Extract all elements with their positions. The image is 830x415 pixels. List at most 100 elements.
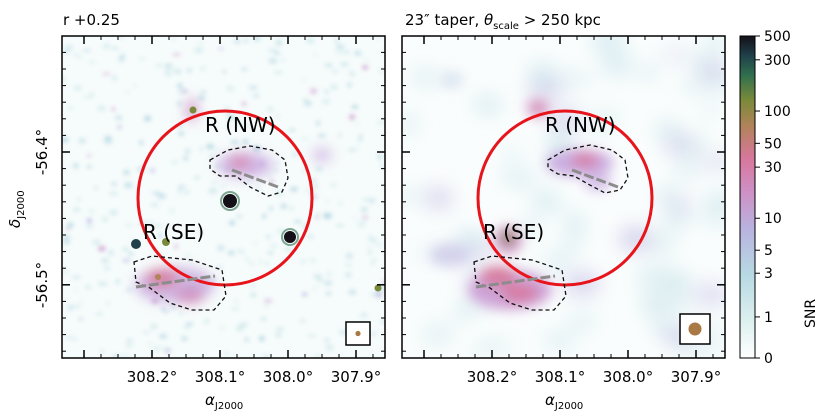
right-x-axis-label: αJ2000 <box>545 391 583 412</box>
noise-speckle <box>111 182 117 186</box>
noise-patch <box>561 73 590 84</box>
noise-speckle <box>376 120 385 124</box>
noise-speckle <box>299 319 306 323</box>
noise-speckle <box>184 324 191 329</box>
noise-speckle <box>250 284 255 288</box>
noise-speckle <box>366 250 374 255</box>
right-beam-icon <box>688 322 702 336</box>
noise-speckle <box>147 342 153 345</box>
noise-speckle <box>73 208 80 212</box>
noise-speckle <box>345 253 354 259</box>
noise-speckle <box>245 256 249 263</box>
noise-speckle <box>302 78 307 82</box>
noise-patch <box>704 205 725 226</box>
noise-patch <box>662 271 691 293</box>
noise-speckle <box>122 247 130 252</box>
noise-speckle <box>360 207 367 212</box>
noise-speckle <box>307 334 316 338</box>
noise-speckle <box>104 282 108 286</box>
noise-speckle <box>274 70 283 75</box>
noise-speckle <box>104 139 113 145</box>
noise-speckle <box>86 223 93 229</box>
noise-speckle <box>179 89 189 93</box>
noise-speckle <box>67 106 74 110</box>
noise-speckle <box>178 90 183 95</box>
noise-speckle <box>101 258 109 263</box>
noise-speckle <box>115 115 122 120</box>
noise-speckle <box>102 43 111 50</box>
right-diffuse-emission <box>430 71 614 310</box>
noise-speckle <box>117 124 122 130</box>
noise-speckle <box>229 220 236 226</box>
noise-patch <box>601 54 633 76</box>
noise-speckle <box>83 95 93 99</box>
noise-patch <box>528 61 557 86</box>
noise-speckle <box>89 209 94 214</box>
noise-speckle <box>174 244 178 249</box>
noise-speckle <box>126 339 133 342</box>
noise-speckle <box>266 107 274 112</box>
noise-patch <box>454 230 482 250</box>
y-axis-label: δJ2000 <box>6 190 27 228</box>
noise-speckle <box>331 69 339 74</box>
noise-speckle <box>259 335 265 342</box>
left-radio-map: R (NW) R (SE) <box>62 36 385 358</box>
noise-speckle <box>275 51 280 55</box>
noise-speckle <box>62 270 69 274</box>
noise-speckle <box>275 327 285 331</box>
noise-speckle <box>335 49 345 55</box>
noise-speckle <box>253 241 257 245</box>
noise-speckle <box>86 218 93 224</box>
noise-speckle <box>330 182 337 187</box>
left-red-circle <box>136 109 314 287</box>
noise-speckle <box>306 234 315 239</box>
noise-speckle <box>317 134 326 138</box>
noise-speckle <box>375 243 383 246</box>
noise-speckle <box>171 67 175 73</box>
noise-speckle <box>348 289 357 295</box>
x-tick-label: 307.9° <box>331 368 381 386</box>
noise-speckle <box>301 137 309 140</box>
bright-source <box>281 228 299 246</box>
noise-speckle <box>375 291 383 298</box>
noise-speckle <box>200 67 206 71</box>
noise-speckle <box>324 338 329 342</box>
noise-patch <box>693 283 725 306</box>
noise-speckle <box>138 57 146 60</box>
left-nw-grey-line <box>231 168 279 189</box>
noise-speckle <box>354 217 358 220</box>
noise-speckle <box>153 345 162 352</box>
noise-speckle <box>268 58 277 64</box>
noise-speckle <box>102 216 108 223</box>
noise-speckle <box>73 85 82 90</box>
left-nw-dashed-contour <box>209 145 289 197</box>
noise-patch <box>402 113 419 136</box>
noise-speckle <box>355 122 359 125</box>
noise-speckle <box>338 133 342 137</box>
noise-speckle <box>186 253 190 258</box>
noise-speckle <box>250 293 257 297</box>
noise-speckle <box>95 312 104 316</box>
noise-speckle <box>325 200 329 203</box>
noise-speckle <box>336 44 345 49</box>
noise-speckle <box>264 303 269 310</box>
noise-speckle <box>358 134 363 140</box>
noise-patch <box>664 47 685 61</box>
noise-speckle <box>63 240 70 244</box>
noise-speckle <box>361 215 369 219</box>
noise-speckle <box>242 124 251 128</box>
noise-speckle <box>225 86 235 92</box>
noise-patch <box>542 254 567 271</box>
noise-speckle <box>73 289 78 292</box>
left-panel-background <box>62 36 385 358</box>
bright-source <box>189 106 197 114</box>
noise-speckle <box>100 350 105 353</box>
noise-speckle <box>284 247 293 252</box>
noise-patch <box>549 108 583 131</box>
noise-speckle <box>316 120 320 127</box>
noise-speckle <box>303 98 308 102</box>
noise-speckle <box>165 225 171 228</box>
noise-patch <box>662 211 692 227</box>
noise-speckle <box>227 250 235 255</box>
noise-speckle <box>275 114 280 117</box>
